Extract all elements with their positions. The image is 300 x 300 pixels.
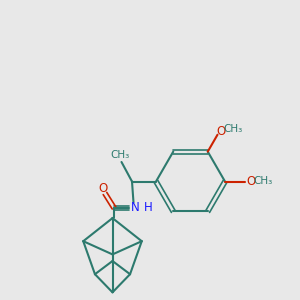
Text: CH₃: CH₃ [254,176,273,187]
Text: H: H [143,201,152,214]
Text: O: O [217,125,226,138]
Text: CH₃: CH₃ [223,124,242,134]
Text: O: O [247,175,256,188]
Text: O: O [99,182,108,195]
Text: CH₃: CH₃ [110,149,129,160]
Text: N: N [130,201,140,214]
